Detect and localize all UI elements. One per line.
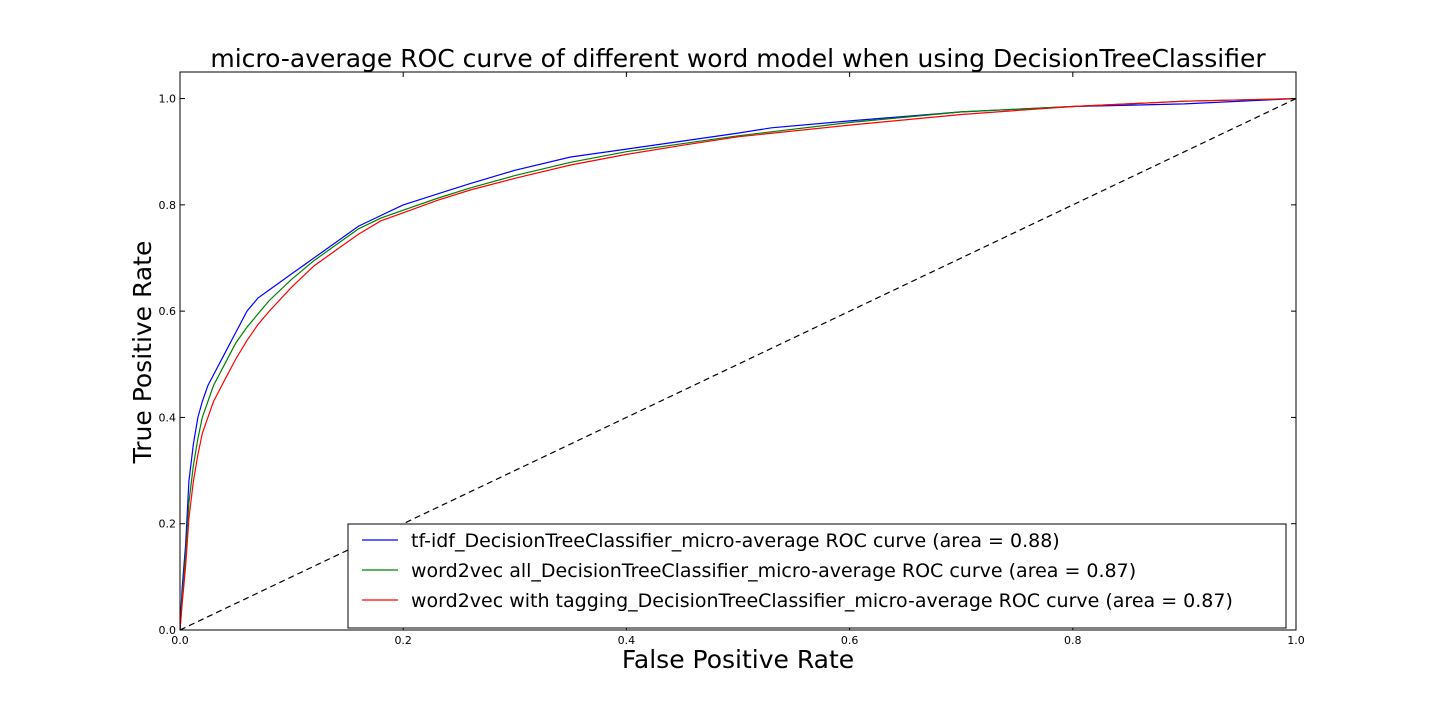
chance-diagonal-line (180, 98, 1296, 630)
x-tick-label: 0.8 (1064, 634, 1082, 647)
legend-label: word2vec with tagging_DecisionTreeClassi… (411, 590, 1233, 612)
y-tick-label: 0.0 (159, 624, 177, 637)
y-tick-label: 0.6 (159, 305, 177, 318)
series-line-1 (180, 98, 1296, 630)
legend-box (347, 523, 1287, 629)
legend-label: word2vec all_DecisionTreeClassifier_micr… (411, 560, 1136, 582)
series-line-2 (180, 98, 1296, 630)
plot-area: 0.0 0.2 0.4 0.6 0.8 1.0 0.0 0.2 0.4 0.6 0.8 1.0 (159, 71, 1305, 647)
y-axis-label: True Positive Rate (128, 241, 157, 465)
legend-label: tf-idf_DecisionTreeClassifier_micro-aver… (411, 530, 1060, 552)
x-tick-label: 0.6 (841, 634, 859, 647)
x-tick-label: 0.0 (171, 634, 189, 647)
x-axis-label: False Positive Rate (622, 645, 854, 674)
series-lines (180, 98, 1296, 630)
axes-frame (179, 71, 1297, 631)
y-tick-label: 0.2 (159, 518, 177, 531)
x-tick-label: 1.0 (1287, 634, 1305, 647)
y-tick-label: 0.8 (159, 199, 177, 212)
x-tick-label: 0.2 (394, 634, 412, 647)
chart-title: micro-average ROC curve of different wor… (210, 44, 1266, 73)
x-tick-label: 0.4 (618, 634, 636, 647)
y-tick-label: 0.4 (159, 411, 177, 424)
series-line-3 (180, 98, 1296, 630)
y-tick-label: 1.0 (159, 93, 177, 106)
legend: tf-idf_DecisionTreeClassifier_micro-aver… (347, 523, 1287, 629)
